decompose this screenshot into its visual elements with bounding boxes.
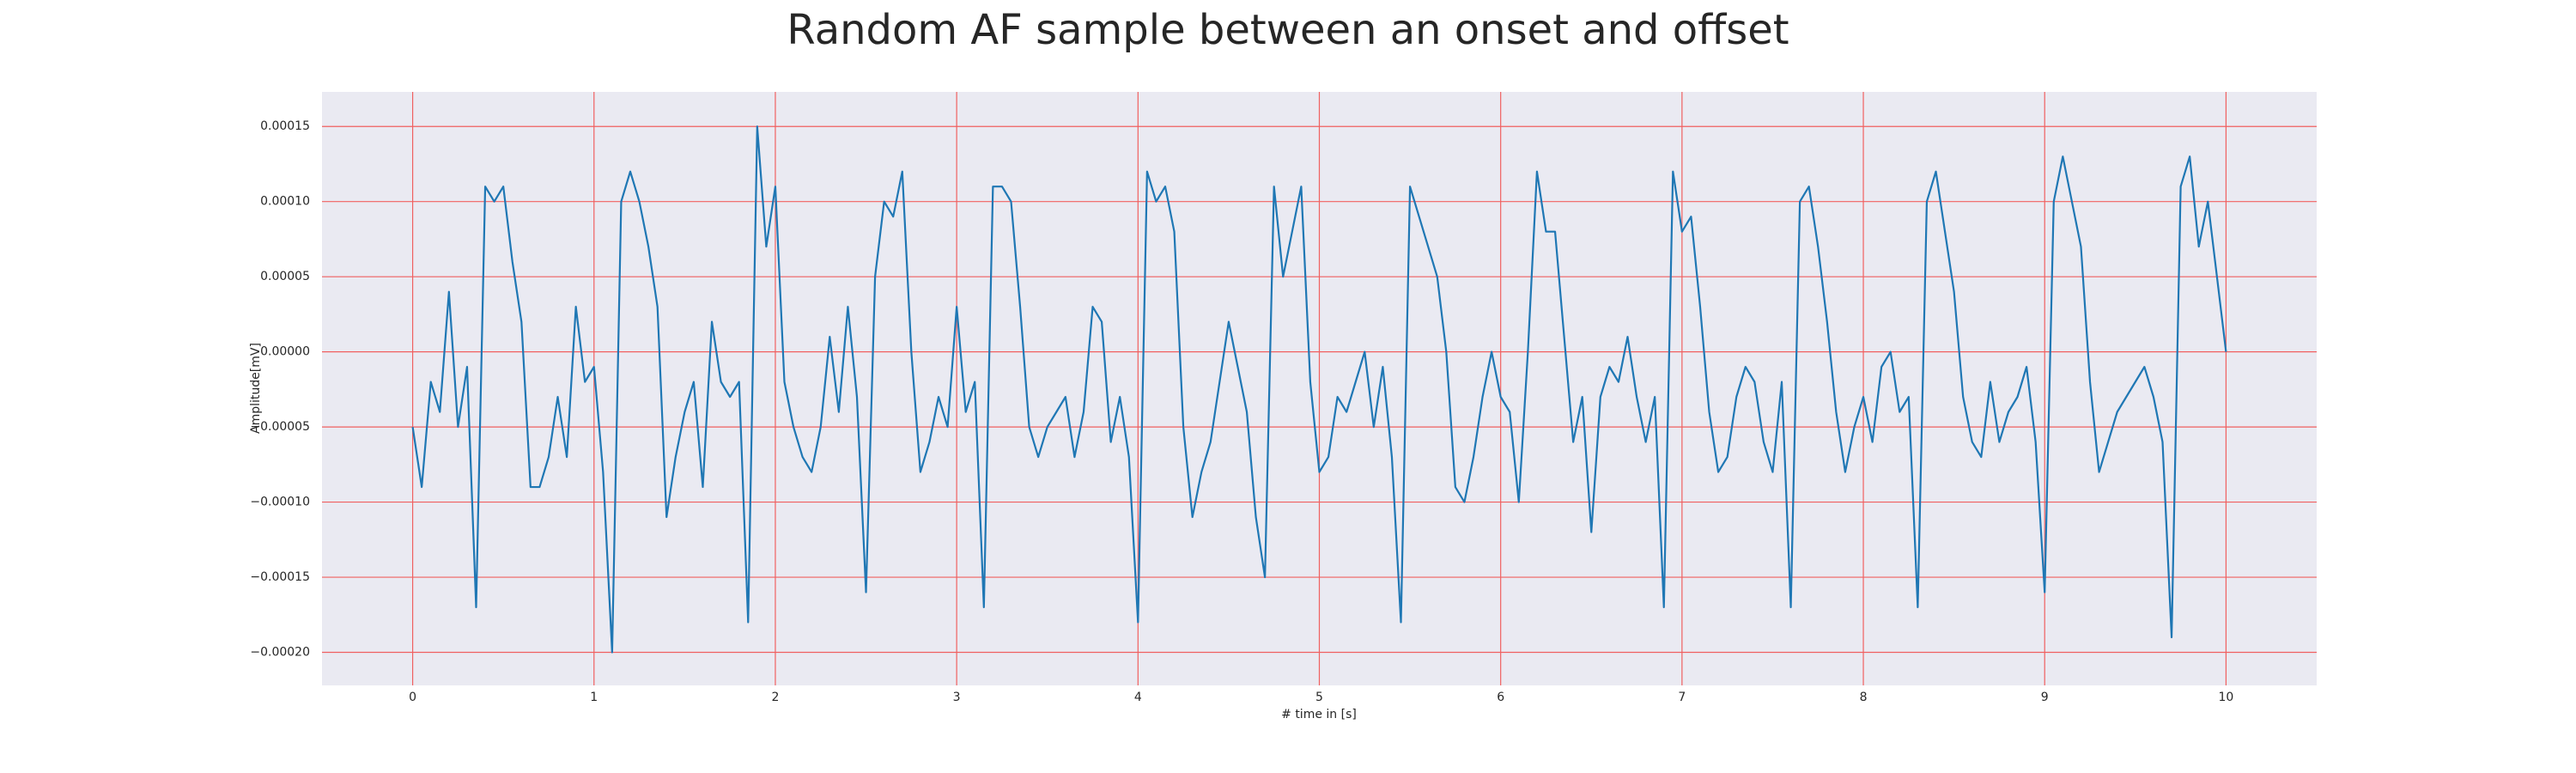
y-tick-label: −0.00015	[250, 570, 310, 584]
x-tick-label: 7	[1678, 691, 1686, 704]
x-tick-label: 2	[771, 691, 779, 704]
y-axis-label: Amplitude[mV]	[249, 343, 263, 434]
y-tick-label: −0.00010	[250, 496, 310, 509]
line-series	[411, 125, 2227, 654]
x-tick-label: 5	[1315, 691, 1323, 704]
x-tick-label: 0	[409, 691, 416, 704]
x-tick-label: 4	[1134, 691, 1142, 704]
x-tick-label: 9	[2041, 691, 2049, 704]
y-tick-label: 0.00015	[260, 119, 310, 133]
y-tick-label: 0.00005	[260, 270, 310, 283]
x-axis-label: # time in [s]	[1281, 708, 1357, 721]
x-tick-label: 1	[590, 691, 598, 704]
y-tick-label: 0.00010	[260, 195, 310, 209]
x-tick-label: 8	[1860, 691, 1868, 704]
x-tick-label: 6	[1497, 691, 1504, 704]
y-tick-label: −0.00005	[250, 420, 310, 434]
chart-title: Random AF sample between an onset and of…	[787, 6, 1789, 54]
x-tick-label: 10	[2218, 691, 2233, 704]
y-tick-label: −0.00020	[250, 646, 310, 660]
x-tick-label: 3	[953, 691, 961, 704]
y-tick-label: 0.00000	[260, 345, 310, 359]
